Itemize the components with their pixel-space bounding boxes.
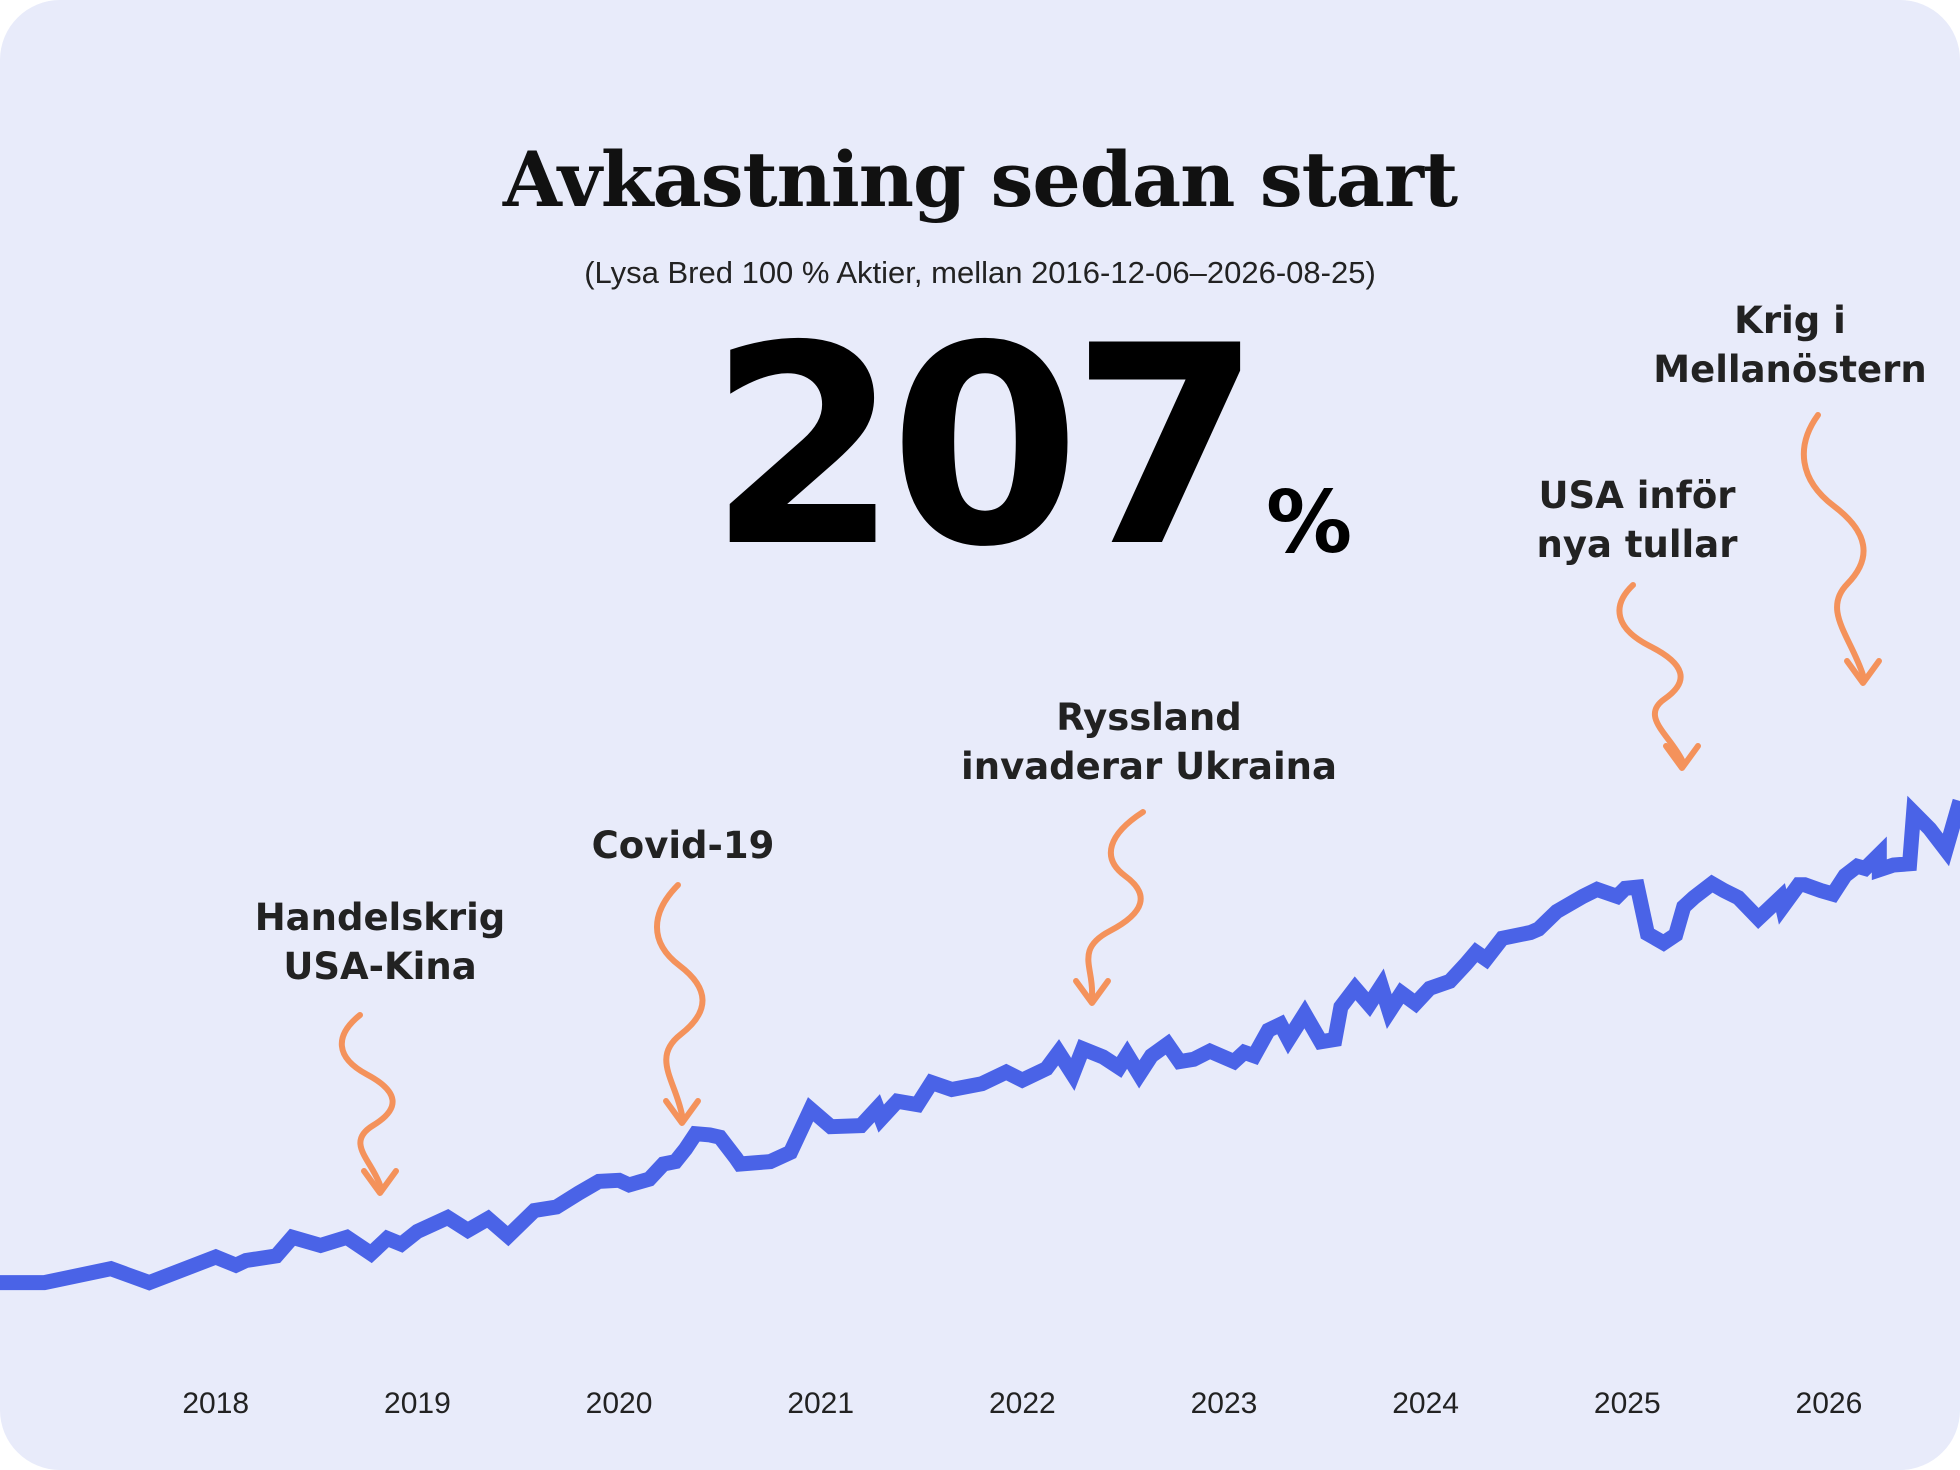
arrowhead-icon <box>1663 743 1701 771</box>
event-annotation: Ryssland invaderar Ukraina <box>961 696 1337 1006</box>
chart-title: Avkastning sedan start <box>502 135 1458 224</box>
x-tick-label: 2023 <box>1191 1387 1258 1420</box>
annotation-arrow-icon <box>1800 412 1867 678</box>
series-line <box>0 795 1960 1291</box>
arrowhead-icon <box>361 1168 399 1196</box>
annotation-arrow-icon <box>338 1012 396 1188</box>
x-tick-label: 2021 <box>787 1387 854 1420</box>
x-tick-label: 2022 <box>989 1387 1056 1420</box>
event-label: USA-Kina <box>283 945 476 988</box>
event-label: nya tullar <box>1537 523 1739 566</box>
annotation-arrow-icon <box>1085 809 1146 998</box>
arrowhead-icon <box>1844 658 1882 686</box>
arrowhead-icon <box>663 1098 701 1126</box>
x-tick-label: 2018 <box>182 1387 249 1420</box>
event-annotation: Krig i Mellanöstern <box>1653 299 1927 686</box>
x-tick-label: 2025 <box>1594 1387 1661 1420</box>
x-axis: 2018 2019 2020 2021 2022 2023 2024 2025 2026 <box>182 1387 1862 1420</box>
event-label: USA inför <box>1539 474 1737 517</box>
annotation-arrow-icon <box>654 882 706 1118</box>
x-tick-label: 2020 <box>586 1387 653 1420</box>
annotations: Handelskrig USA-Kina Covid-19 Ryssland invad… <box>255 299 1927 1196</box>
event-label: Mellanöstern <box>1653 348 1926 391</box>
total-return-value: 207 <box>707 287 1262 607</box>
x-tick-label: 2019 <box>384 1387 451 1420</box>
event-annotation: Handelskrig USA-Kina <box>255 896 506 1196</box>
event-label: Krig i <box>1734 299 1846 342</box>
x-tick-label: 2026 <box>1796 1387 1863 1420</box>
event-annotation: USA inför nya tullar <box>1537 474 1739 771</box>
event-label: Covid-19 <box>592 824 775 867</box>
event-annotation: Covid-19 <box>592 824 775 1126</box>
event-label: Ryssland <box>1056 696 1241 739</box>
arrowhead-icon <box>1073 978 1111 1006</box>
event-label: invaderar Ukraina <box>961 745 1337 788</box>
annotation-arrow-icon <box>1616 582 1685 763</box>
x-tick-label: 2024 <box>1392 1387 1459 1420</box>
event-label: Handelskrig <box>255 896 506 939</box>
series-layer <box>0 795 1960 1291</box>
chart-subtitle: (Lysa Bred 100 % Aktier, mellan 2016-12-… <box>584 255 1376 290</box>
total-return-unit: % <box>1266 473 1353 573</box>
